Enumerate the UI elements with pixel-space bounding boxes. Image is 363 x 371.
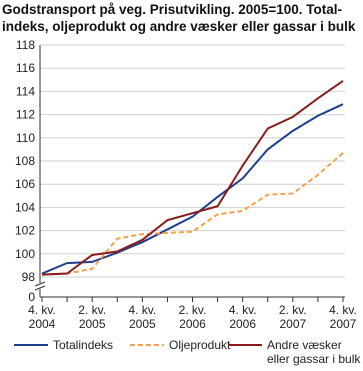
- x-tick-label: 4. kv.: [128, 303, 156, 317]
- y-tick-label: 98: [22, 270, 36, 284]
- y-tick-label: 110: [16, 131, 35, 145]
- y-tick-label: 106: [15, 177, 35, 191]
- x-tick-label: 2. kv.: [179, 303, 207, 317]
- x-tick-label: 2006: [229, 317, 256, 331]
- x-tick-label: 4. kv.: [329, 303, 357, 317]
- title-line: indeks, oljeprodukt og andre væsker elle…: [2, 19, 356, 34]
- legend-item: Totalindeks: [14, 338, 113, 352]
- axis-break: [34, 281, 46, 291]
- y-tick-label: 114: [16, 84, 35, 98]
- y-tick-label: 108: [15, 154, 35, 168]
- x-tick-label: 2006: [179, 317, 206, 331]
- legend-swatch: [130, 344, 164, 346]
- x-tick-label: 2. kv.: [78, 303, 106, 317]
- y-tick-label: 118: [16, 38, 35, 52]
- chart-title: Godstransport på veg. Prisutvikling. 200…: [2, 1, 360, 35]
- legend-label: Oljeprodukt: [169, 338, 231, 352]
- x-tick-label: 2005: [129, 317, 156, 331]
- y-break-label: 0: [28, 290, 35, 304]
- legend-swatch: [228, 344, 262, 346]
- x-tick-label: 2007: [330, 317, 357, 331]
- y-tick-label: 112: [16, 108, 35, 122]
- x-tick-label: 2. kv.: [279, 303, 307, 317]
- series-line: [41, 80, 344, 276]
- y-tick-label: 116: [16, 61, 35, 75]
- x-tick-label: 4. kv.: [229, 303, 257, 317]
- y-tick-label: 102: [15, 224, 35, 238]
- y-tick-label: 104: [15, 200, 35, 214]
- legend-swatch: [14, 344, 48, 346]
- series-line: [41, 103, 344, 275]
- legend-label: Totalindeks: [53, 338, 114, 352]
- series-line: [41, 152, 344, 276]
- y-tick-label: 100: [15, 247, 35, 261]
- x-tick-label: 4. kv.: [28, 303, 56, 317]
- legend-label: Andre væsker eller gassar i bulk: [267, 338, 361, 366]
- title-line: Godstransport på veg. Prisutvikling. 200…: [2, 2, 342, 17]
- x-tick-label: 2007: [279, 317, 306, 331]
- legend-item: Oljeprodukt: [130, 338, 230, 352]
- x-tick-label: 2005: [79, 317, 106, 331]
- x-tick-label: 2004: [29, 317, 56, 331]
- legend-item: Andre væsker eller gassar i bulk: [228, 338, 363, 366]
